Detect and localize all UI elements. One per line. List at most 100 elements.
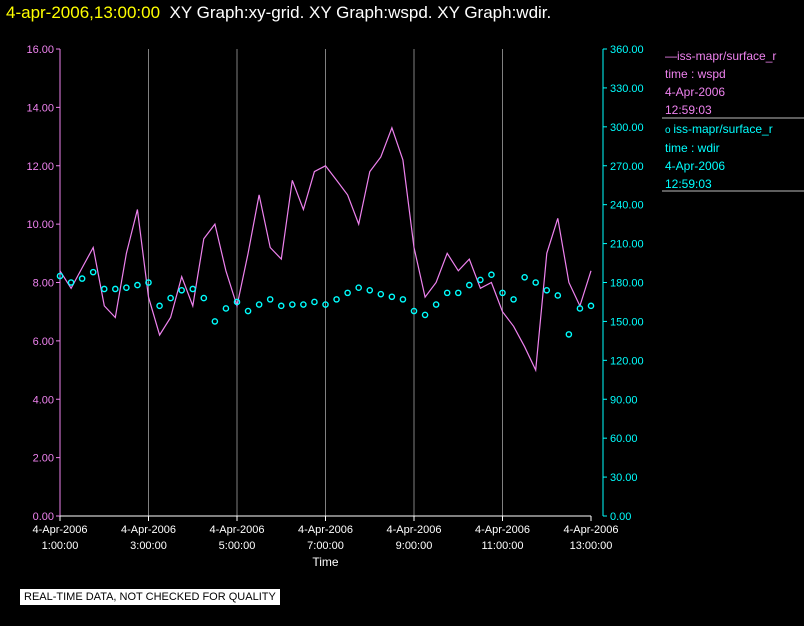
x-tick-time: 1:00:00 <box>42 540 79 552</box>
right-tick-label: 300.00 <box>610 122 644 134</box>
wdir-point <box>587 302 595 310</box>
wdir-point <box>189 285 197 293</box>
wdir-point <box>123 284 130 291</box>
title-timestamp: 4-apr-2006,13:00:00 <box>6 3 161 22</box>
left-tick-label: 16.00 <box>26 44 54 56</box>
wdir-point <box>100 285 108 293</box>
right-tick-label: 180.00 <box>610 278 644 290</box>
right-tick-label: 90.00 <box>610 394 638 406</box>
legend-series-variable: time : wdir <box>665 141 720 155</box>
wdir-point <box>333 296 340 303</box>
x-tick-time: 5:00:00 <box>219 540 256 552</box>
x-tick-time: 13:00:00 <box>570 540 613 552</box>
x-axis-label: Time <box>312 555 339 569</box>
legend-series-time: 12:59:03 <box>665 177 712 191</box>
right-tick-label: 0.00 <box>610 511 631 523</box>
left-tick-label: 8.00 <box>33 278 54 290</box>
wdir-point <box>167 294 174 302</box>
right-tick-label: 240.00 <box>610 200 644 212</box>
wdir-point <box>432 301 440 308</box>
wdir-point <box>554 292 562 299</box>
wdir-point <box>355 284 362 291</box>
wdir-point <box>300 301 307 308</box>
wdir-point <box>410 307 418 315</box>
right-tick-label: 120.00 <box>610 355 644 367</box>
x-tick-date: 4-Apr-2006 <box>298 524 353 536</box>
title-graph-names: XY Graph:xy-grid. XY Graph:wspd. XY Grap… <box>169 3 552 22</box>
left-tick-label: 14.00 <box>26 102 54 114</box>
x-tick-time: 7:00:00 <box>307 540 344 552</box>
x-tick-date: 4-Apr-2006 <box>32 524 87 536</box>
left-tick-label: 12.00 <box>26 161 54 173</box>
wdir-point <box>255 301 263 308</box>
wdir-point <box>156 302 163 310</box>
legend-series-name: iss-mapr/surface_r <box>673 122 773 136</box>
legend-line-marker: — <box>665 49 677 63</box>
wdir-point <box>56 272 64 280</box>
quality-notice: REAL-TIME DATA, NOT CHECKED FOR QUALITY <box>20 589 280 605</box>
wdir-point <box>399 296 407 303</box>
wdir-point <box>421 311 429 319</box>
wdir-point <box>388 293 396 301</box>
left-tick-label: 4.00 <box>33 394 54 406</box>
x-tick-date: 4-Apr-2006 <box>209 524 264 536</box>
wdir-point <box>211 318 219 325</box>
x-tick-date: 4-Apr-2006 <box>386 524 441 536</box>
wdir-point <box>576 305 584 312</box>
wdir-point <box>78 275 86 282</box>
x-tick-time: 11:00:00 <box>481 540 523 552</box>
right-tick-label: 330.00 <box>610 83 644 95</box>
wdir-point <box>477 276 484 284</box>
x-tick-date: 4-Apr-2006 <box>475 524 530 536</box>
right-tick-label: 210.00 <box>610 239 644 251</box>
wdir-point <box>366 286 374 294</box>
legend-series-date: 4-Apr-2006 <box>665 85 726 99</box>
wdir-point <box>200 294 208 302</box>
x-tick-time: 9:00:00 <box>396 540 433 552</box>
legend-entry-wdir: o iss-mapr/surface_r time : wdir 4-Apr-2… <box>665 122 773 192</box>
wdir-point <box>233 298 241 306</box>
wdir-point <box>222 305 230 312</box>
wdir-point <box>178 286 185 294</box>
wdir-point <box>521 274 528 281</box>
wdir-point <box>565 331 573 338</box>
wdir-point <box>488 271 495 279</box>
x-tick-date: 4-Apr-2006 <box>563 524 618 536</box>
wdir-point <box>277 302 285 310</box>
wdir-point <box>532 279 539 286</box>
graph-title: 4-apr-2006,13:00:00 XY Graph:xy-grid. XY… <box>6 3 551 23</box>
right-tick-label: 270.00 <box>610 161 644 173</box>
wdir-point <box>289 301 296 308</box>
right-tick-label: 30.00 <box>610 472 638 484</box>
wdir-point <box>145 279 152 286</box>
legend-series-date: 4-Apr-2006 <box>665 159 726 173</box>
wdir-point <box>311 298 318 306</box>
wdir-point <box>466 281 473 289</box>
wdir-point <box>134 281 141 289</box>
wdir-point <box>344 289 351 297</box>
x-tick-date: 4-Apr-2006 <box>121 524 176 536</box>
wspd-series-line <box>59 126 592 373</box>
x-tick-time: 3:00:00 <box>130 540 167 552</box>
wdir-point <box>443 289 451 297</box>
left-tick-label: 0.00 <box>33 511 54 523</box>
left-tick-label: 6.00 <box>33 336 54 348</box>
wdir-point <box>510 296 517 303</box>
left-tick-label: 10.00 <box>26 219 54 231</box>
wdir-point <box>89 268 97 276</box>
legend-entry-wspd: —iss-mapr/surface_r time : wspd 4-Apr-20… <box>665 49 776 118</box>
legend-series-variable: time : wspd <box>665 67 726 81</box>
wdir-point <box>543 286 551 294</box>
wdir-point <box>322 301 329 308</box>
legend-circle-marker: o <box>665 125 674 136</box>
legend-series-time: 12:59:03 <box>665 103 712 117</box>
wdir-point <box>499 289 506 297</box>
wdir-point <box>67 279 75 286</box>
legend-series-name: iss-mapr/surface_r <box>677 49 777 63</box>
wdir-point <box>454 289 462 297</box>
wdir-point <box>266 296 274 303</box>
right-tick-label: 150.00 <box>610 316 644 328</box>
wdir-point <box>112 285 119 293</box>
wdir-point <box>244 307 252 315</box>
